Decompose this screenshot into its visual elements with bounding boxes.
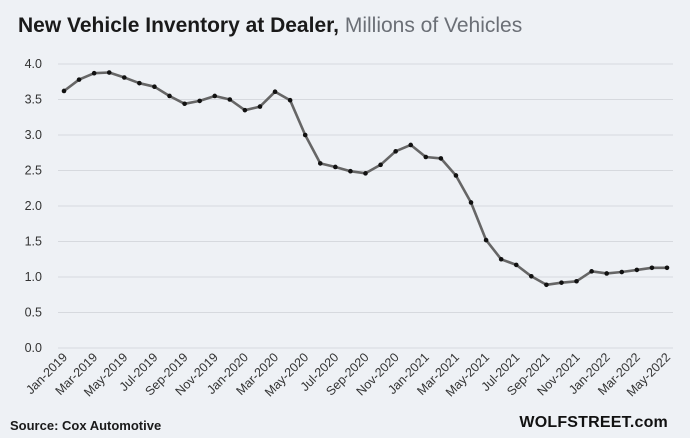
data-point [544,282,549,288]
y-tick-label: 1.5 [25,235,42,249]
chart-title-main: New Vehicle Inventory at Dealer, [18,14,339,37]
data-point [182,101,187,107]
chart-subtitle: Millions of Vehicles [344,14,523,37]
data-point [212,93,218,99]
series-line [63,71,667,287]
data-point [333,164,338,170]
data-point [76,77,82,82]
y-tick-label: 2.0 [25,199,42,213]
data-point [61,88,67,94]
data-point [317,161,323,166]
data-point [649,265,655,271]
y-tick-label: 0.5 [25,306,42,320]
y-tick-label: 0.0 [25,341,42,355]
data-point [257,104,263,109]
series-layer [61,70,670,288]
data-point [106,70,112,75]
data-point [348,168,353,174]
data-point [483,237,489,243]
data-point [122,75,127,80]
data-point [664,265,670,271]
brand-label: WOLFSTREET.com [519,414,668,431]
grid-lines [58,63,673,349]
data-point [468,200,474,205]
data-point [152,84,157,90]
data-point [167,93,172,99]
data-point [197,98,202,104]
data-point [393,149,398,154]
data-point [619,269,625,275]
x-axis-ticks: Jan-2019Mar-2019May-2019Jul-2019Sep-2019… [23,350,673,399]
y-tick-label: 1.0 [25,270,42,284]
data-point [604,271,609,276]
data-point [408,142,414,148]
data-point [438,156,444,161]
data-point [302,132,308,138]
y-tick-label: 4.0 [25,57,42,71]
data-point [634,267,640,273]
data-point [498,256,504,262]
y-axis-ticks: 0.0 0.5 1.0 1.5 2.0 2.5 3.0 3.5 4.0 [25,57,42,355]
data-point [529,273,534,279]
source-note: Source: Cox Automotive [10,418,162,433]
y-tick-label: 3.5 [25,93,42,107]
data-point [574,278,579,284]
data-point [559,280,564,285]
data-point [242,107,248,113]
data-point [287,97,293,103]
data-point [378,162,383,168]
data-point [513,262,519,268]
data-point [272,89,278,94]
chart-title: New Vehicle Inventory at Dealer, Million… [18,14,522,38]
data-point [137,80,142,86]
data-point [227,97,233,102]
data-point [453,173,459,178]
y-tick-label: 2.5 [25,164,42,178]
data-point [423,154,429,160]
data-point [589,269,594,274]
y-tick-label: 3.0 [25,128,42,142]
data-point [363,171,368,176]
data-point [91,70,97,76]
